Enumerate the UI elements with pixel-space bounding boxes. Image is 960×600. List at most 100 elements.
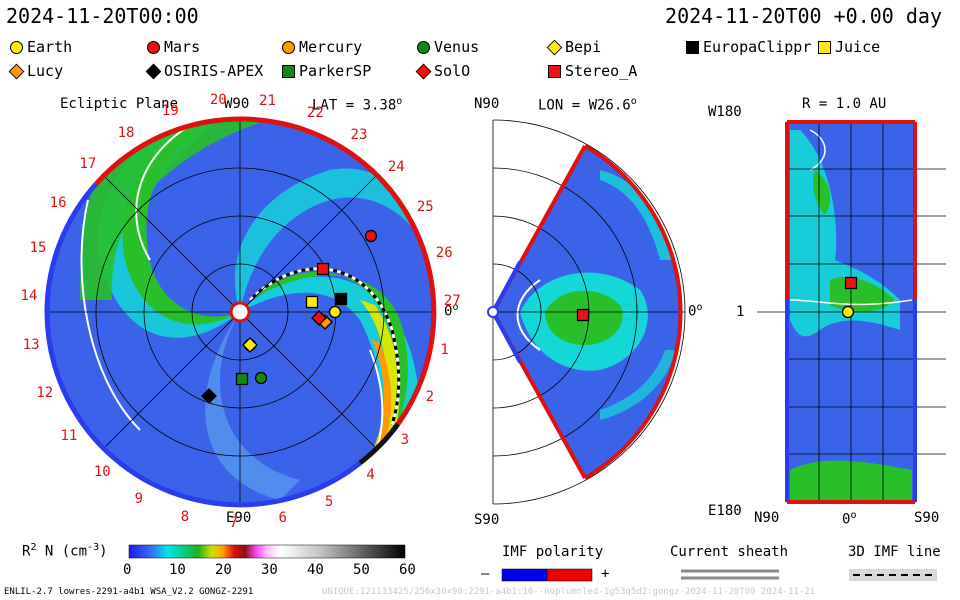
square-marker-icon [548, 64, 561, 78]
body-marker-stereo-a [576, 308, 590, 322]
legend-item-lucy: Lucy [8, 62, 64, 80]
carrington-tick-label: 7 [229, 514, 238, 531]
imf-polarity-title: IMF polarity [502, 544, 604, 560]
legend-label: Stereo_A [565, 62, 638, 80]
body-marker-mars [364, 229, 378, 243]
shell-mid-left-label: 1 [736, 304, 745, 320]
imf-negative-swatch [501, 568, 548, 582]
carrington-tick-label: 12 [36, 384, 54, 401]
imf-minus-label: – [481, 566, 490, 582]
legend-item-juice: Juice [818, 38, 880, 56]
carrington-tick-label: 11 [60, 427, 78, 444]
body-markers [201, 229, 858, 404]
legend-item-earth: Earth [10, 38, 72, 56]
legend-label: Earth [27, 38, 73, 56]
legend-item-mercury: Mercury [282, 38, 362, 56]
imf-positive-swatch [546, 568, 593, 582]
carrington-tick-label: 26 [435, 244, 453, 261]
body-marker-stereo-a [844, 276, 858, 290]
imf-line-title: 3D IMF line [848, 544, 941, 560]
legend-label: Mercury [299, 38, 363, 56]
legend-item-bepi: Bepi [546, 38, 602, 56]
ecliptic-bottom-label: E90 [226, 510, 252, 526]
time-offset: 2024-11-20T00 +0.00 day [665, 4, 942, 28]
colorbar-tick-label: 30 [261, 562, 278, 578]
carrington-tick-label: 24 [387, 159, 405, 176]
legend-item-solo: SolO [415, 62, 471, 80]
carrington-tick-label: 16 [49, 194, 67, 211]
legend-label: EuropaClippr [703, 38, 812, 56]
imf-line-symbol [849, 569, 937, 581]
carrington-tick-label: 1 [440, 342, 449, 359]
ecliptic-panel [44, 116, 437, 508]
imf-plus-label: + [601, 566, 610, 582]
shell-bottom-left-label: E180 [708, 503, 742, 519]
carrington-tick-label: 17 [79, 155, 97, 172]
body-marker-juice [305, 295, 319, 309]
carrington-tick-label: 25 [416, 199, 434, 216]
time-title: 2024-11-20T00:00 [6, 4, 199, 28]
body-marker-europaclippr [334, 292, 348, 306]
legend-label: Mars [164, 38, 201, 56]
carrington-tick-label: 10 [93, 463, 111, 480]
body-marker-stereo-a [316, 262, 330, 276]
carrington-tick-label: 13 [22, 337, 40, 354]
circle-marker-icon [282, 40, 295, 54]
footer-left: ENLIL-2.7 lowres-2291-a4b1 WSA_V2.2 GONG… [4, 587, 254, 597]
legend-item-mars: Mars [147, 38, 200, 56]
ecliptic-right-label: 0o [444, 302, 459, 320]
colorbar-tick-label: 60 [399, 562, 416, 578]
legend-label: Lucy [27, 62, 64, 80]
legend-label: Venus [434, 38, 480, 56]
meridional-top-label: N90 [474, 96, 500, 112]
legend-label: SolO [434, 62, 471, 80]
current-sheath-symbol [681, 569, 779, 581]
carrington-tick-label: 21 [259, 92, 276, 109]
legend-item-parkersp: ParkerSP [282, 62, 371, 80]
carrington-tick-label: 27 [443, 293, 461, 310]
shell-top-left-label: W180 [708, 104, 742, 120]
carrington-tick-label: 20 [209, 92, 227, 109]
carrington-tick-label: 18 [117, 124, 135, 141]
body-marker-parkersp [235, 372, 249, 386]
legend-label: Bepi [565, 38, 602, 56]
meridional-right-label: 0o [688, 302, 703, 320]
ecliptic-title: Ecliptic Plane [60, 96, 179, 112]
body-marker-earth [328, 305, 342, 319]
legend-label: OSIRIS-APEX [164, 62, 264, 80]
shell-x-mid-label: 0o [842, 510, 857, 528]
colorbar-tick-label: 40 [307, 562, 324, 578]
body-marker-venus [254, 371, 268, 385]
meridional-lon-label: LON = W26.6o [538, 96, 637, 114]
ecliptic-top-label: W90 [224, 96, 250, 112]
carrington-tick-label: 14 [20, 288, 38, 305]
square-marker-icon [686, 40, 699, 54]
legend-item-venus: Venus [417, 38, 479, 56]
legend-label: Juice [835, 38, 881, 56]
body-marker-bepi [242, 337, 258, 353]
legend-label: ParkerSP [299, 62, 372, 80]
colorbar [128, 544, 406, 559]
legend-item-osiris-apex: OSIRIS-APEX [145, 62, 264, 80]
carrington-tick-label: 4 [366, 466, 375, 483]
carrington-tick-label: 9 [134, 491, 144, 508]
colorbar-label: R2 N (cm-3) [22, 542, 108, 560]
colorbar-tick-label: 50 [353, 562, 370, 578]
carrington-tick-label: 5 [324, 493, 334, 510]
shell-title: R = 1.0 AU [802, 96, 887, 112]
circle-marker-icon [10, 40, 23, 54]
footer-right: UNIQUE:121133425/256x30x90:2291-a4b1:16-… [322, 587, 816, 597]
carrington-tick-label: 19 [161, 102, 179, 119]
carrington-tick-label: 22 [306, 104, 324, 121]
carrington-tick-label: 6 [278, 509, 287, 526]
body-marker-earth [841, 305, 855, 319]
body-marker-osiris-apex [201, 388, 217, 404]
colorbar-tick-label: 0 [123, 562, 132, 578]
carrington-tick-label: 3 [400, 431, 409, 448]
ecliptic-lat-label: LAT = 3.38o [312, 96, 403, 114]
circle-marker-icon [147, 40, 160, 54]
meridional-bottom-label: S90 [474, 512, 500, 528]
colorbar-tick-label: 10 [169, 562, 186, 578]
shell-x-right-label: S90 [914, 510, 940, 526]
